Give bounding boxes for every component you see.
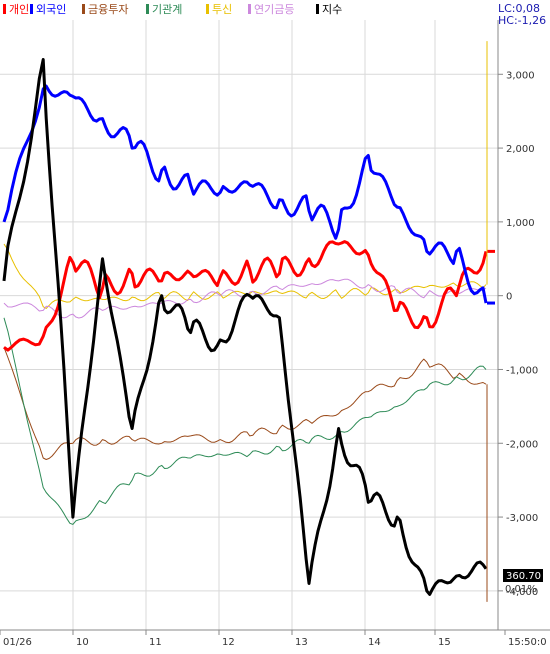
legend-swatch: [82, 4, 85, 14]
header-hc: HC:-1,26: [498, 14, 546, 27]
legend-label: 외국인: [36, 3, 66, 16]
y-tick-label: -2,000: [506, 439, 538, 450]
x-tick-label: 15: [438, 637, 451, 648]
series-line: [3, 317, 487, 525]
index-change: 0,01%: [505, 584, 537, 595]
legend-label: 금융투자: [88, 3, 128, 16]
x-tick-label: 14: [368, 637, 381, 648]
legend-label: 연기금등: [254, 3, 294, 16]
legend: 개인 외국인 금융투자 기관계 투신 연기금등 지수: [3, 3, 342, 16]
x-tick-label: 10: [76, 637, 89, 648]
series-layer: [2, 41, 495, 602]
legend-swatch: [146, 4, 149, 14]
legend-swatch: [316, 4, 319, 14]
x-ticks: 01/26 10 11 12 13 14 15 15:50:0: [0, 630, 547, 648]
y-tick-label: 2,000: [506, 144, 535, 155]
y-tick-label: -4,000: [506, 587, 538, 598]
x-tick-label: 01/26: [3, 637, 32, 648]
index-badge: 360.70: [503, 569, 543, 582]
legend-label: 기관계: [152, 3, 182, 16]
series-line: [2, 84, 488, 304]
x-tick-label: 15:50:0: [508, 637, 547, 648]
y-tick-label: 3,000: [506, 70, 535, 81]
legend-swatch: [206, 4, 209, 14]
legend-swatch: [248, 4, 251, 14]
x-tick-label: 12: [222, 637, 235, 648]
x-tick-label: 13: [295, 637, 308, 648]
index-badge-bg: [503, 569, 543, 582]
legend-swatch: [3, 4, 6, 14]
x-tick-label: 11: [149, 637, 162, 648]
series-line: [3, 240, 488, 352]
series-line: [3, 243, 487, 309]
y-tick-label: -1,000: [506, 365, 538, 376]
y-tick-label: 1,000: [506, 218, 535, 229]
series-line: [2, 58, 488, 596]
index-badge-value: 360.70: [506, 571, 541, 582]
series-line: [3, 347, 487, 460]
legend-label: 투신: [212, 3, 232, 16]
legend-label: 지수: [322, 3, 342, 16]
legend-swatch: [30, 4, 33, 14]
legend-label: 개인: [9, 3, 29, 16]
y-tick-label: 0: [506, 292, 512, 303]
y-tick-label: -3,000: [506, 513, 538, 524]
header-lc: LC:0,08: [498, 2, 540, 15]
series-line: [3, 278, 487, 319]
y-ticks: 3,000 2,000 1,000 0 -1,000 -2,000 -3,000 -4,000: [498, 70, 538, 598]
